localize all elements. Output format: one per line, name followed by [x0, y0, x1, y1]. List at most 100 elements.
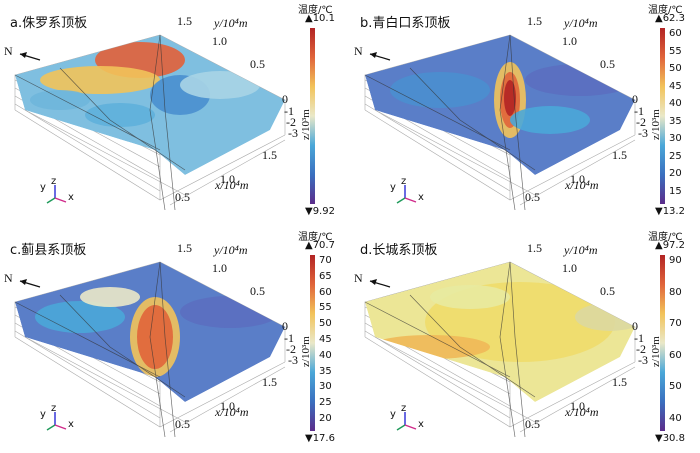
z-tick: 0: [282, 92, 288, 106]
colorbar-tick: 55: [669, 45, 682, 57]
colorbar-tick: 50: [669, 63, 682, 75]
x-tick: 1.5: [612, 375, 627, 389]
z-tick: -3: [288, 353, 298, 367]
z-tick: -1: [284, 104, 294, 118]
y-axis-label: y/10⁴m: [564, 16, 598, 30]
colorbar-tick: 55: [319, 302, 332, 314]
colorbar-tick: 90: [669, 255, 682, 266]
colorbar-max: ▲10.1: [305, 13, 335, 24]
z-tick: -3: [638, 126, 648, 140]
colorbar-tick: 60: [669, 349, 682, 361]
triad-z-label: z: [401, 403, 407, 414]
z-tick: -2: [286, 115, 296, 129]
colorbar-tick: 25: [669, 150, 682, 162]
colorbar-tick: 80: [669, 286, 682, 298]
colorbar-title: 温度/℃: [298, 232, 333, 243]
x-tick: 1.0: [220, 172, 235, 186]
y-tick: 1.0: [212, 34, 227, 48]
surface-patch: [504, 80, 516, 116]
colorbar-tick: 20: [319, 413, 332, 424]
panel-title: c.蓟县系顶板: [10, 243, 87, 258]
colorbar: [310, 28, 315, 204]
surface-patch: [137, 305, 173, 369]
colorbar-title: 温度/℃: [648, 232, 683, 243]
north-label: N: [4, 44, 13, 58]
surface-patch: [85, 103, 155, 127]
x-tick: 1.0: [570, 399, 585, 413]
colorbar-tick: 35: [319, 365, 332, 377]
y-tick: 1.5: [177, 14, 192, 28]
x-axis-label: x/10⁴m: [565, 178, 599, 192]
colorbar-tick: 70: [319, 255, 332, 266]
x-tick: 0.5: [175, 417, 190, 431]
colorbar-tick: 45: [319, 334, 332, 345]
y-tick: 1.5: [527, 14, 542, 28]
colorbar-tick: 60: [669, 28, 682, 39]
north-label: N: [4, 271, 13, 285]
temperature-surface: [15, 35, 285, 175]
colorbar-tick: 40: [669, 98, 682, 110]
surface-patch: [180, 296, 280, 328]
temperature-surface: [15, 262, 285, 402]
panel-title: d.长城系顶板: [360, 243, 438, 258]
colorbar-max: ▲62.3: [655, 13, 685, 24]
x-tick: 0.5: [525, 417, 540, 431]
surface-scene: [364, 261, 636, 438]
z-tick: -2: [636, 115, 646, 129]
panel-title: b.青白口系顶板: [360, 16, 451, 31]
z-tick: 0: [282, 319, 288, 333]
north-arrow-icon: [19, 52, 41, 61]
colorbar-title: 温度/℃: [298, 5, 333, 16]
y-tick: 0.5: [600, 57, 615, 71]
colorbar: [660, 255, 665, 431]
north-label: N: [354, 44, 363, 58]
colorbar-title: 温度/℃: [648, 5, 683, 16]
surface-patch: [40, 66, 160, 94]
y-axis-label: y/10⁴m: [214, 16, 248, 30]
axis-triad-icon: [396, 185, 417, 204]
z-tick: 0: [632, 92, 638, 106]
triad-y-label: y: [40, 409, 46, 420]
surface-patch: [430, 285, 510, 309]
colorbar-tick: 25: [319, 397, 332, 409]
colorbar-tick: 30: [319, 381, 332, 393]
colorbar-tick: 40: [669, 413, 682, 424]
axis-triad-icon: [396, 412, 417, 431]
triad-x-label: x: [68, 192, 74, 203]
surface-patch: [35, 301, 125, 333]
z-tick: -2: [636, 342, 646, 356]
x-axis-label: x/10⁴m: [565, 405, 599, 419]
x-tick: 1.5: [262, 375, 277, 389]
colorbar-tick: 40: [319, 349, 332, 361]
y-tick: 1.0: [212, 261, 227, 275]
x-tick: 0.5: [525, 190, 540, 204]
surface-patch: [180, 71, 260, 99]
triad-x-label: x: [68, 419, 74, 430]
colorbar-min: ▼30.8: [655, 433, 685, 444]
colorbar: [310, 255, 315, 431]
surface-patch: [80, 287, 140, 307]
colorbar-min: ▼17.6: [305, 433, 335, 444]
surface-patch: [390, 72, 490, 108]
surface-scene: [364, 34, 636, 211]
fault-lines: [14, 34, 186, 211]
colorbar-min: ▼13.2: [655, 206, 685, 217]
y-tick: 0.5: [600, 284, 615, 298]
north-label: N: [354, 271, 363, 285]
triad-z-label: z: [51, 403, 57, 414]
x-tick: 0.5: [175, 190, 190, 204]
y-tick: 1.5: [177, 241, 192, 255]
y-tick: 0.5: [250, 57, 265, 71]
colorbar-tick: 50: [669, 381, 682, 393]
surface-patch: [510, 106, 590, 134]
triad-y-label: y: [390, 182, 396, 193]
surface-scene: [14, 34, 286, 211]
panel-title: a.侏罗系顶板: [10, 16, 88, 31]
fault-lines: [14, 261, 186, 438]
colorbar-tick: 20: [669, 168, 682, 180]
x-tick: 1.0: [570, 172, 585, 186]
